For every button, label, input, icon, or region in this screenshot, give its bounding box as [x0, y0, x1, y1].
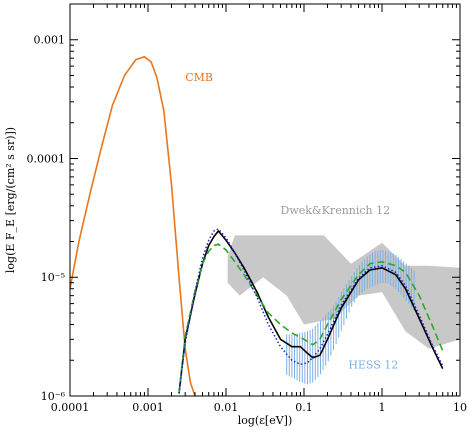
plot-frame	[69, 3, 461, 397]
x-tick-label: 0.001	[132, 401, 164, 414]
x-tick-label: 0.01	[214, 401, 239, 414]
y-tick-label: 10⁻⁵	[41, 271, 65, 284]
annotation-label: Dwek&Krennich 12	[281, 204, 391, 217]
series-cmb-line	[69, 55, 196, 397]
x-tick-label: 1	[379, 401, 386, 414]
series-dotted-line	[178, 228, 444, 394]
tick-marks-layer	[69, 3, 461, 397]
annotation-label: CMB	[185, 71, 213, 84]
x-tick-label: 10	[453, 401, 467, 414]
x-axis-title: log(ε[eV])	[238, 414, 293, 427]
series-lines-layer	[69, 55, 444, 397]
y-tick-label: 0.001	[34, 34, 66, 47]
annotation-label: HESS 12	[348, 359, 398, 372]
y-axis-title: log(E F_E [erg/(cm² s sr)])	[4, 127, 17, 273]
y-tick-label: 10⁻⁶	[41, 390, 66, 403]
x-tick-labels: 0.0001 0.001 0.01 0.1 1 10	[51, 401, 467, 414]
annotations-layer: CMB Dwek&Krennich 12 HESS 12	[185, 71, 398, 372]
series-solid-line	[178, 230, 444, 394]
x-tick-label: 0.0001	[51, 401, 90, 414]
x-tick-label: 0.1	[295, 401, 313, 414]
series-dashed-line	[178, 243, 444, 394]
y-tick-labels: 10⁻⁶ 10⁻⁵ 0.0001 0.001	[27, 34, 66, 403]
y-tick-label: 0.0001	[27, 152, 66, 165]
